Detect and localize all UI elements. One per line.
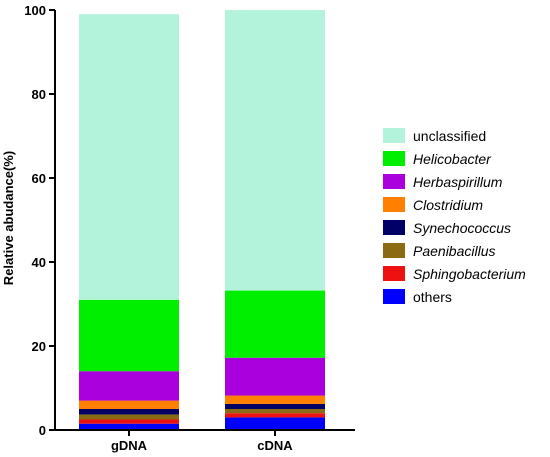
- y-tick-label-80: 80: [32, 87, 46, 102]
- axes-layer: gDNA cDNA 0 20 40 60 80 100: [24, 3, 355, 453]
- legend-swatch-paenibacillus: [383, 243, 405, 258]
- bar-segment-cdna-paenibacillus: [225, 409, 325, 414]
- bar-segment-gdna-herbaspirillum: [79, 371, 179, 401]
- bar-segment-gdna-unclassified: [79, 14, 179, 300]
- y-tick-label-40: 40: [32, 255, 46, 270]
- bar-segment-gdna-helicobacter: [79, 299, 179, 372]
- legend: unclassified Helicobacter Herbaspirillum Cl…: [383, 128, 526, 305]
- x-tick-label-gdna: gDNA: [111, 438, 148, 453]
- legend-swatch-synechococcus: [383, 220, 405, 235]
- y-tick-label-0: 0: [39, 423, 46, 438]
- legend-swatch-unclassified: [383, 128, 405, 143]
- legend-label-unclassified: unclassified: [413, 128, 486, 144]
- y-tick-label-60: 60: [32, 171, 46, 186]
- bar-segment-cdna-unclassified: [225, 10, 325, 291]
- legend-label-helicobacter: Helicobacter: [413, 151, 492, 167]
- legend-swatch-herbaspirillum: [383, 174, 405, 189]
- legend-label-paenibacillus: Paenibacillus: [413, 243, 496, 259]
- legend-swatch-others: [383, 289, 405, 304]
- legend-swatch-helicobacter: [383, 151, 405, 166]
- bar-segment-cdna-herbaspirillum: [225, 357, 325, 396]
- legend-swatch-clostridium: [383, 197, 405, 212]
- y-tick-label-100: 100: [24, 3, 46, 18]
- legend-label-herbaspirillum: Herbaspirillum: [413, 174, 503, 190]
- bar-segment-gdna-synechococcus: [79, 409, 179, 415]
- bars-layer: [79, 10, 325, 430]
- bar-segment-cdna-synechococcus: [225, 403, 325, 409]
- y-tick-label-20: 20: [32, 339, 46, 354]
- legend-label-sphingobacterium: Sphingobacterium: [413, 266, 526, 282]
- bar-segment-gdna-sphingobacterium: [79, 419, 179, 424]
- bar-segment-cdna-helicobacter: [225, 290, 325, 358]
- legend-label-synechococcus: Synechococcus: [413, 220, 511, 236]
- legend-label-others: others: [413, 289, 452, 305]
- bar-segment-gdna-others: [79, 423, 179, 430]
- x-tick-label-cdna: cDNA: [257, 438, 293, 453]
- bar-segment-gdna-clostridium: [79, 400, 179, 409]
- bar-segment-gdna-paenibacillus: [79, 414, 179, 420]
- bar-segment-cdna-others: [225, 417, 325, 430]
- bar-segment-cdna-clostridium: [225, 395, 325, 404]
- legend-label-clostridium: Clostridium: [413, 197, 483, 213]
- y-axis-title: Relative abudance(%): [1, 151, 16, 285]
- legend-swatch-sphingobacterium: [383, 266, 405, 281]
- bar-segment-cdna-sphingobacterium: [225, 413, 325, 418]
